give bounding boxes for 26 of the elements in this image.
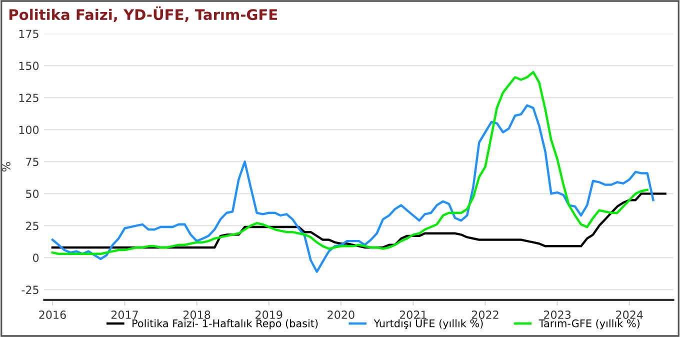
- y-tick-label: 175: [19, 30, 38, 38]
- y-tick-label: 150: [19, 62, 39, 70]
- x-tick-label: 2018: [183, 310, 210, 319]
- y-tick-label: 0: [33, 254, 39, 262]
- x-tick-label: 2022: [472, 310, 498, 319]
- legend-label: Yurtdışı ÜFE (yıllık %): [374, 318, 483, 330]
- y-tick-label: 50: [26, 190, 39, 198]
- x-tick-label: 2024: [616, 310, 643, 319]
- line-series: [51, 70, 648, 255]
- line-series: [51, 104, 654, 273]
- chart-title: Politika Faizi, YD-ÜFE, Tarım-GFE: [10, 6, 278, 22]
- y-tick-label: 125: [19, 94, 38, 102]
- line-series: [51, 192, 666, 249]
- legend-label: Tarım-GFE (yıllık %): [538, 319, 640, 330]
- y-tick-label: -25: [22, 286, 38, 294]
- x-tick-label: 2021: [400, 310, 426, 319]
- x-tick-label: 2023: [544, 310, 571, 319]
- y-tick-label: 25: [26, 222, 38, 230]
- y-tick-label: 75: [26, 158, 38, 166]
- y-axis-title: %: [2, 162, 10, 172]
- x-tick-label: 2017: [111, 310, 138, 319]
- y-tick-label: 100: [19, 126, 39, 134]
- legend-label: Politika Faizi- 1-Haftalık Repo (basit): [132, 319, 318, 330]
- x-tick-label: 2020: [328, 310, 354, 319]
- x-tick-label: 2019: [256, 310, 282, 319]
- x-tick-label: 2016: [39, 310, 66, 319]
